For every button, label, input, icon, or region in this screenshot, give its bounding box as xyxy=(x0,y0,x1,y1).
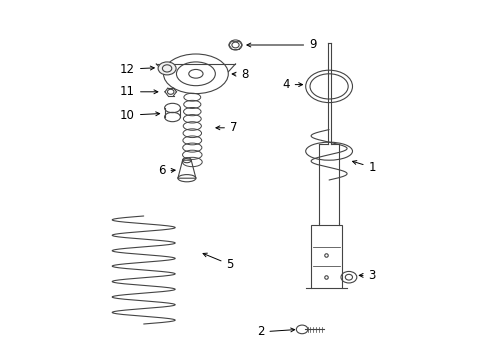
Text: 6: 6 xyxy=(158,165,175,177)
Text: 5: 5 xyxy=(203,253,233,271)
Text: 9: 9 xyxy=(246,39,316,51)
Text: 12: 12 xyxy=(120,63,154,76)
Bar xyxy=(310,225,341,288)
Text: 2: 2 xyxy=(256,325,294,338)
Text: 11: 11 xyxy=(120,85,158,98)
Text: 10: 10 xyxy=(120,109,159,122)
Ellipse shape xyxy=(158,62,176,75)
Text: 4: 4 xyxy=(282,78,302,91)
Text: 3: 3 xyxy=(359,269,375,282)
Text: 8: 8 xyxy=(232,68,248,81)
Text: 1: 1 xyxy=(352,161,375,174)
Text: 7: 7 xyxy=(216,121,237,134)
